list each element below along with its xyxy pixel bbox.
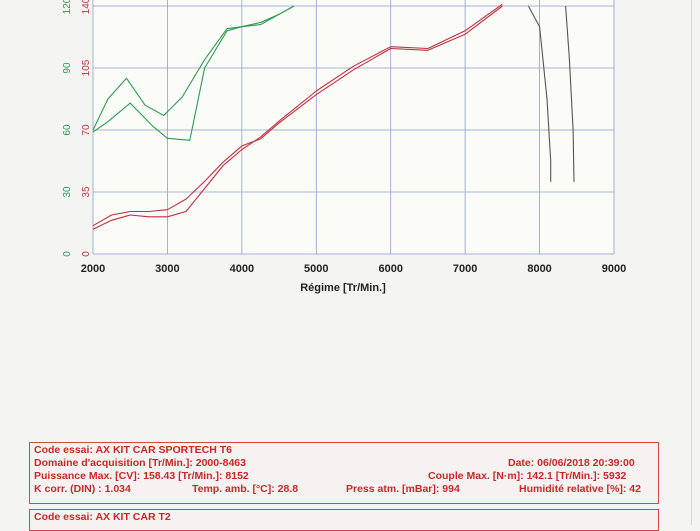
x-tick-label: 6000 — [378, 263, 402, 275]
k-correction: K corr. (DIN) : 1.034 — [34, 483, 131, 495]
max-torque: Couple Max. [N·m]: 142.1 [Tr/Min.]: 5932 — [428, 470, 627, 482]
atm-pressure: Press atm. [mBar]: 994 — [346, 483, 460, 495]
series-line-2 — [92, 3, 503, 230]
y-tick-label-torque: 0 — [81, 251, 92, 257]
y-tick-label-torque: 140 — [81, 0, 92, 14]
y-tick-label-torque: 70 — [81, 124, 92, 136]
x-tick-label: 9000 — [602, 263, 626, 275]
page-edge — [691, 0, 692, 525]
series-line-6 — [565, 5, 575, 182]
y-tick-label-power: 120 — [62, 0, 73, 14]
x-axis-title: Régime [Tr/Min.] — [300, 282, 386, 294]
relative-humidity: Humidité relative [%]: 42 — [519, 483, 641, 495]
series-line-1 — [92, 5, 503, 227]
x-tick-label: 8000 — [527, 263, 551, 275]
acquisition-range: Domaine d'acquisition [Tr/Min.]: 2000-84… — [34, 457, 246, 469]
y-tick-label-power: 0 — [62, 251, 73, 257]
test-info-panel: Code essai: AX KIT CAR SPORTECH T6 Domai… — [29, 442, 659, 504]
y-tick-label-power: 30 — [62, 186, 73, 198]
x-tick-label: 4000 — [230, 263, 254, 275]
y-axis-ticks: 0 30 60 90 120 0 35 70 105 140 — [62, 0, 92, 257]
test-info-panel-2: Code essai: AX KIT CAR T2 — [29, 509, 659, 531]
x-tick-label: 3000 — [155, 263, 179, 275]
y-tick-label-torque: 105 — [81, 59, 92, 76]
plot-area — [93, 0, 614, 254]
ambient-temp: Temp. amb. [°C]: 28.8 — [192, 483, 299, 495]
series-line-3 — [92, 5, 295, 131]
test-code-2: Code essai: AX KIT CAR T2 — [34, 511, 171, 523]
max-power: Puissance Max. [CV]: 158.43 [Tr/Min.]: 8… — [34, 470, 249, 482]
series-line-4 — [92, 5, 295, 141]
x-tick-label: 5000 — [304, 263, 328, 275]
y-tick-label-power: 60 — [62, 124, 73, 136]
x-tick-label: 2000 — [81, 263, 105, 275]
x-tick-label: 7000 — [453, 263, 477, 275]
series-line-5 — [527, 5, 552, 182]
test-date: Date: 06/06/2018 20:39:00 — [508, 457, 635, 469]
test-code: Code essai: AX KIT CAR SPORTECH T6 — [34, 444, 232, 456]
grid — [92, 0, 615, 255]
y-tick-label-power: 90 — [62, 62, 73, 74]
y-tick-label-torque: 35 — [81, 186, 92, 198]
x-axis-ticks: 2000 3000 4000 5000 6000 7000 8000 9000 — [81, 263, 626, 275]
series-lines — [92, 3, 575, 230]
